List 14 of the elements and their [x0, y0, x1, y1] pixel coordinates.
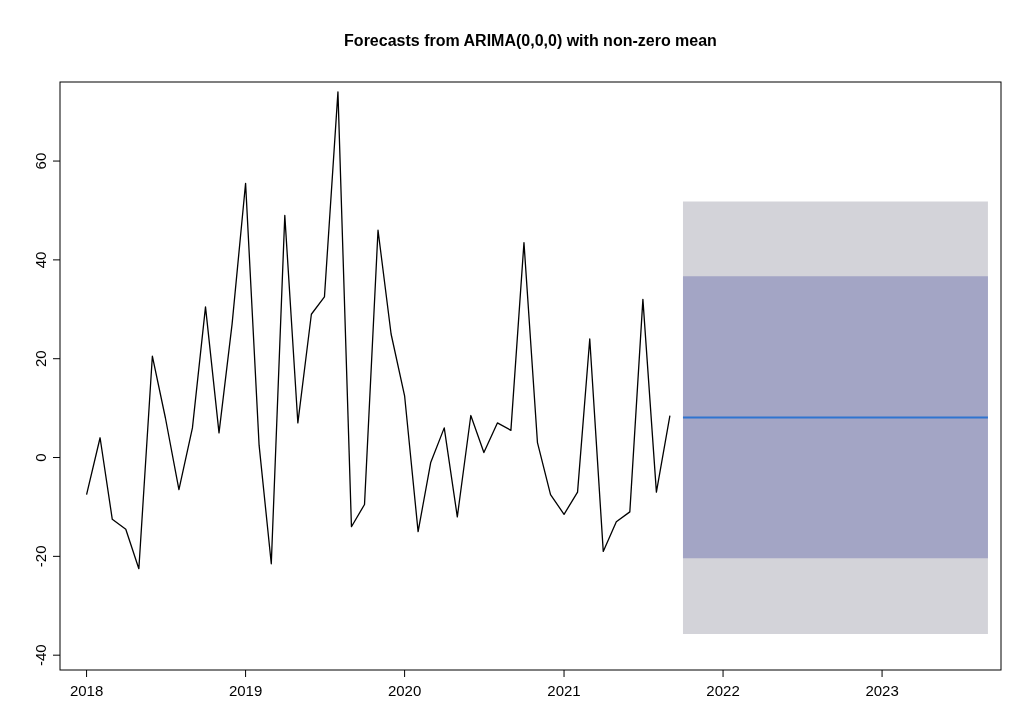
x-tick-label: 2018	[69, 682, 104, 699]
chart-title: Forecasts from ARIMA(0,0,0) with non-zero mean	[344, 32, 717, 49]
y-tick-label: -20	[32, 545, 49, 568]
x-tick-label: 2020	[387, 682, 422, 699]
y-tick-label: 0	[32, 453, 49, 462]
x-tick-label: 2023	[865, 682, 899, 699]
line-series	[85, 91, 671, 570]
x-tick-label: 2019	[228, 682, 263, 699]
x-tick-label: 2022	[706, 682, 740, 699]
y-tick-label: 40	[32, 251, 49, 269]
y-tick-label: 20	[32, 350, 49, 368]
x-tick-label: 2021	[547, 682, 581, 699]
y-tick-label: -40	[32, 644, 49, 667]
y-tick-label: 60	[32, 152, 49, 170]
